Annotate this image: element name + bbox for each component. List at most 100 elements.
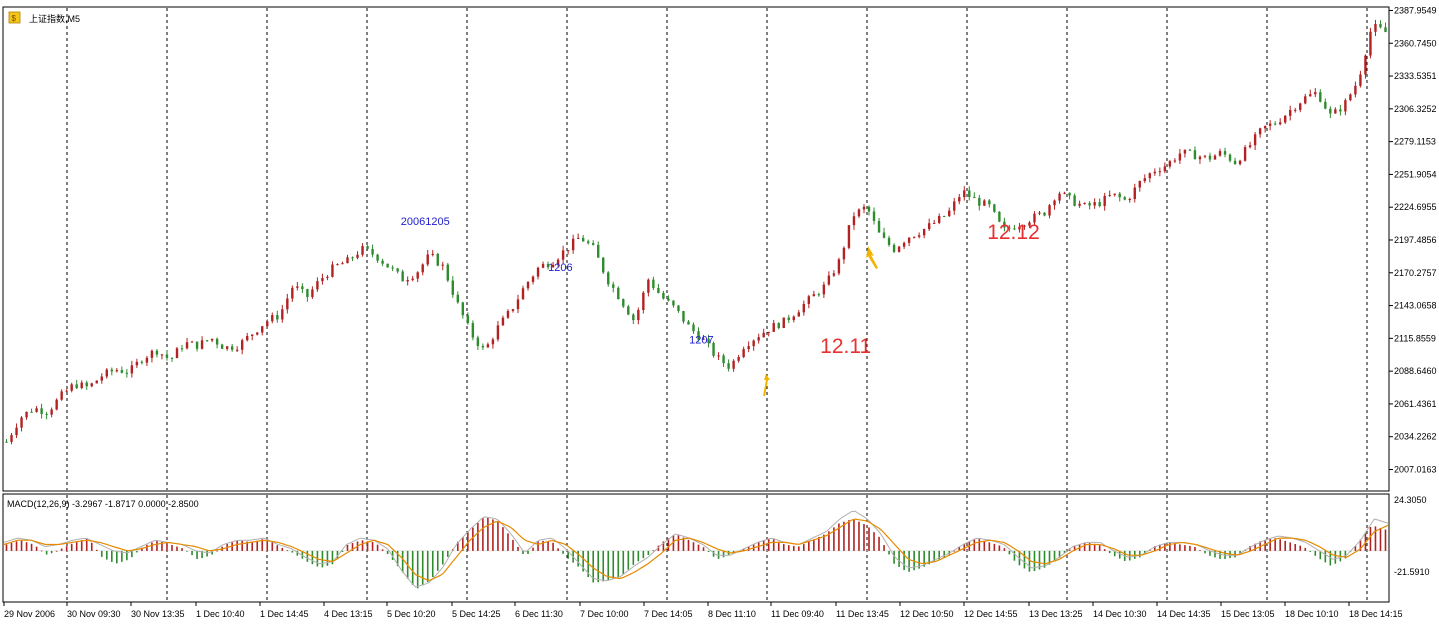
candle-141 xyxy=(712,341,715,358)
candle-188 xyxy=(948,207,951,218)
macd-y-axis: 24.3050 -21.5910 xyxy=(1394,495,1430,577)
candle-116 xyxy=(586,239,590,245)
candle-273 xyxy=(1374,19,1377,37)
candle-202 xyxy=(1018,222,1021,233)
macd-bar-27 xyxy=(141,547,143,551)
candle-266 xyxy=(1339,104,1342,116)
price-tick-label-13: 2034.2262 xyxy=(1394,432,1437,442)
macd-bar-94 xyxy=(477,522,479,551)
candle-134 xyxy=(677,305,680,313)
macd-bar-191 xyxy=(963,543,966,551)
candle-254 xyxy=(1278,118,1282,126)
macd-bar-2 xyxy=(15,541,18,551)
macd-bar-117 xyxy=(592,550,595,583)
candle-164 xyxy=(827,271,831,286)
candle-117 xyxy=(592,240,595,246)
macd-bar-129 xyxy=(652,550,655,552)
candle-151 xyxy=(762,328,765,338)
candle-239 xyxy=(1203,155,1207,159)
candle-236 xyxy=(1188,148,1192,151)
candle-95 xyxy=(481,343,485,350)
macd-bar-230 xyxy=(1159,544,1161,551)
macd-bar-29 xyxy=(151,542,153,551)
candle-256 xyxy=(1289,105,1292,121)
candle-216 xyxy=(1088,201,1091,210)
candle-157 xyxy=(792,315,795,323)
macd-bar-103 xyxy=(522,550,524,555)
x-tick-label-8: 6 Dec 11:30 xyxy=(515,609,563,619)
candle-182 xyxy=(917,232,921,239)
candle-262 xyxy=(1319,89,1322,103)
candle-263 xyxy=(1324,98,1327,110)
candle-121 xyxy=(612,281,615,293)
macd-bar-54 xyxy=(276,545,279,551)
macd-label: MACD(12,26,9) -3.2967 -1.8717 0.0000 -2.… xyxy=(7,499,199,509)
x-tick-label-3: 1 Dec 10:40 xyxy=(196,609,245,619)
macd-bar-178 xyxy=(898,550,900,567)
macd-bar-83 xyxy=(421,550,424,586)
time-x-axis: 29 Nov 2006 30 Nov 09:30 30 Nov 13:35 1 Dec… xyxy=(3,602,1403,619)
candle-208 xyxy=(1048,203,1051,219)
candle-173 xyxy=(872,207,876,225)
macd-bar-60 xyxy=(306,550,309,562)
annotation-3: 12.11 xyxy=(820,335,871,358)
macd-bar-179 xyxy=(903,550,905,571)
macd-bar-36 xyxy=(186,550,188,552)
candle-120 xyxy=(607,271,610,287)
candle-165 xyxy=(832,270,836,278)
candle-153 xyxy=(772,319,775,332)
candle-237 xyxy=(1193,146,1197,160)
macd-bar-197 xyxy=(993,543,996,551)
macd-bar-167 xyxy=(843,521,845,551)
macd-bar-34 xyxy=(176,546,178,551)
price-tick-label-4: 2279.1153 xyxy=(1394,137,1436,147)
macd-bar-204 xyxy=(1028,550,1031,572)
candle-260 xyxy=(1309,89,1312,97)
candle-163 xyxy=(822,281,826,299)
macd-bar-213 xyxy=(1073,545,1076,551)
macd-bar-173 xyxy=(873,532,875,551)
macd-bar-132 xyxy=(667,538,670,551)
candle-114 xyxy=(576,233,580,239)
candle-137 xyxy=(692,322,695,334)
macd-bar-55 xyxy=(281,547,284,551)
macd-bar-210 xyxy=(1058,550,1061,558)
macd-bar-140 xyxy=(707,550,710,552)
macd-bar-20 xyxy=(105,550,108,560)
candle-45 xyxy=(230,344,234,352)
macd-bar-246 xyxy=(1239,550,1241,554)
candle-33 xyxy=(170,357,174,362)
candle-60 xyxy=(306,288,309,302)
candle-103 xyxy=(521,285,525,300)
candle-224 xyxy=(1128,197,1131,203)
candle-212 xyxy=(1068,192,1071,200)
candle-11 xyxy=(60,389,63,401)
candle-259 xyxy=(1304,93,1307,105)
candle-42 xyxy=(215,337,219,349)
macd-bar-154 xyxy=(777,541,780,551)
candle-105 xyxy=(531,275,535,285)
candle-198 xyxy=(998,211,1001,223)
candle-200 xyxy=(1008,224,1011,232)
macd-bar-7 xyxy=(40,550,43,552)
macd-bar-217 xyxy=(1093,543,1096,551)
candle-108 xyxy=(546,261,550,270)
candle-74 xyxy=(376,253,379,264)
macd-bar-65 xyxy=(331,550,334,565)
macd-bar-77 xyxy=(391,550,394,560)
candle-39 xyxy=(200,336,204,350)
macd-bar-119 xyxy=(602,550,605,582)
macd-bar-33 xyxy=(171,545,173,551)
x-tick-label-12: 11 Dec 09:40 xyxy=(771,609,824,619)
x-tick-label-15: 12 Dec 14:55 xyxy=(964,609,1018,619)
candle-183 xyxy=(922,228,926,239)
macd-bar-255 xyxy=(1284,540,1287,551)
candle-119 xyxy=(602,257,605,274)
macd-bar-104 xyxy=(527,550,529,554)
candle-107 xyxy=(541,261,545,269)
candle-249 xyxy=(1253,132,1257,150)
price-tick-label-8: 2170.2757 xyxy=(1394,268,1437,278)
macd-bar-196 xyxy=(988,542,991,551)
candle-97 xyxy=(491,337,495,349)
candle-61 xyxy=(311,286,314,299)
